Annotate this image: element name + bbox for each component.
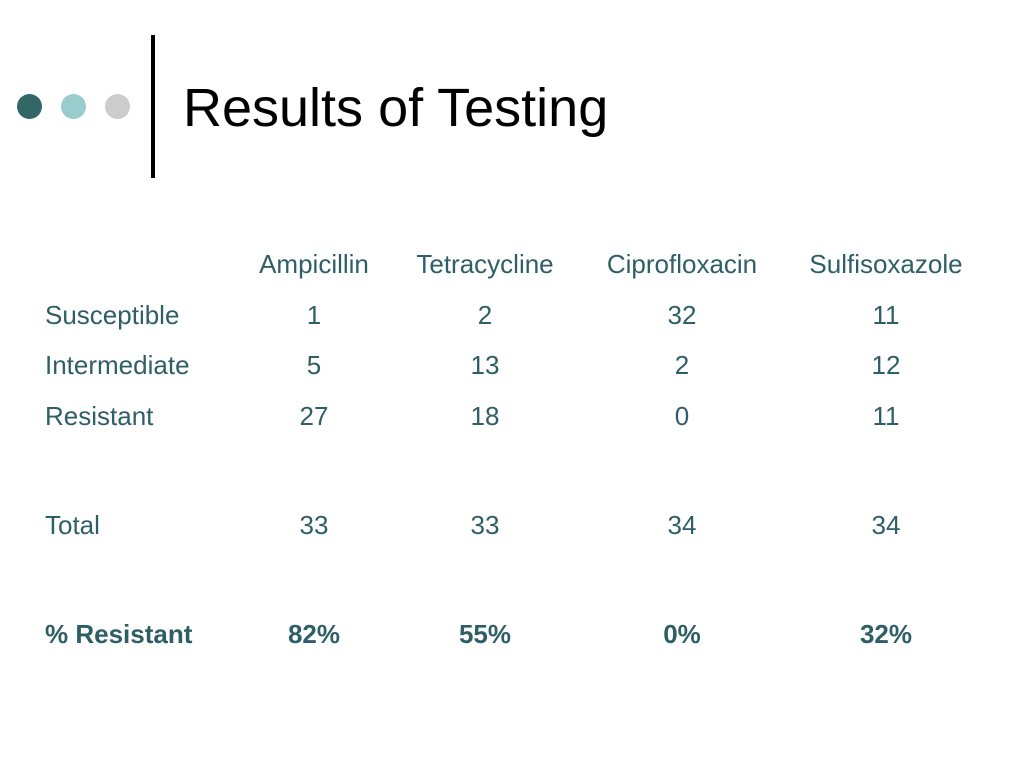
column-header-ciprofloxacin: Ciprofloxacin: [606, 249, 758, 279]
table-cell: 33: [299, 510, 329, 540]
table-cell: 32: [667, 300, 697, 330]
table-cell: 34: [667, 510, 697, 540]
table-cell: 55%: [458, 619, 512, 649]
slide-title: Results of Testing: [183, 78, 609, 138]
dot-icon-dark: [17, 94, 42, 119]
column-header-tetracycline: Tetracycline: [416, 249, 554, 279]
table-cell: 82%: [287, 619, 341, 649]
table-cell: 33: [470, 510, 500, 540]
title-divider: [151, 35, 155, 178]
table-cell: 2: [477, 300, 493, 330]
row-label-percent-resistant: % Resistant: [45, 619, 193, 649]
table-cell: 12: [871, 350, 901, 380]
column-header-sulfisoxazole: Sulfisoxazole: [809, 249, 963, 279]
table-cell: 13: [470, 350, 500, 380]
table-cell: 0%: [663, 619, 701, 649]
table-cell: 32%: [859, 619, 913, 649]
table-cell: 11: [872, 300, 900, 330]
table-cell: 2: [674, 350, 690, 380]
table-cell: 5: [306, 350, 322, 380]
table-cell: 18: [470, 401, 500, 431]
table-cell: 1: [306, 300, 322, 330]
row-label-total: Total: [45, 510, 100, 540]
row-label-intermediate: Intermediate: [45, 350, 190, 380]
table-cell: 27: [299, 401, 329, 431]
row-label-resistant: Resistant: [45, 401, 154, 431]
table-cell: 34: [871, 510, 901, 540]
table-cell: 0: [674, 401, 690, 431]
row-label-susceptible: Susceptible: [45, 300, 180, 330]
dot-icon-gray: [105, 94, 130, 119]
column-header-ampicillin: Ampicillin: [259, 249, 369, 279]
table-cell: 11: [872, 401, 900, 431]
dot-icon-light: [61, 94, 86, 119]
